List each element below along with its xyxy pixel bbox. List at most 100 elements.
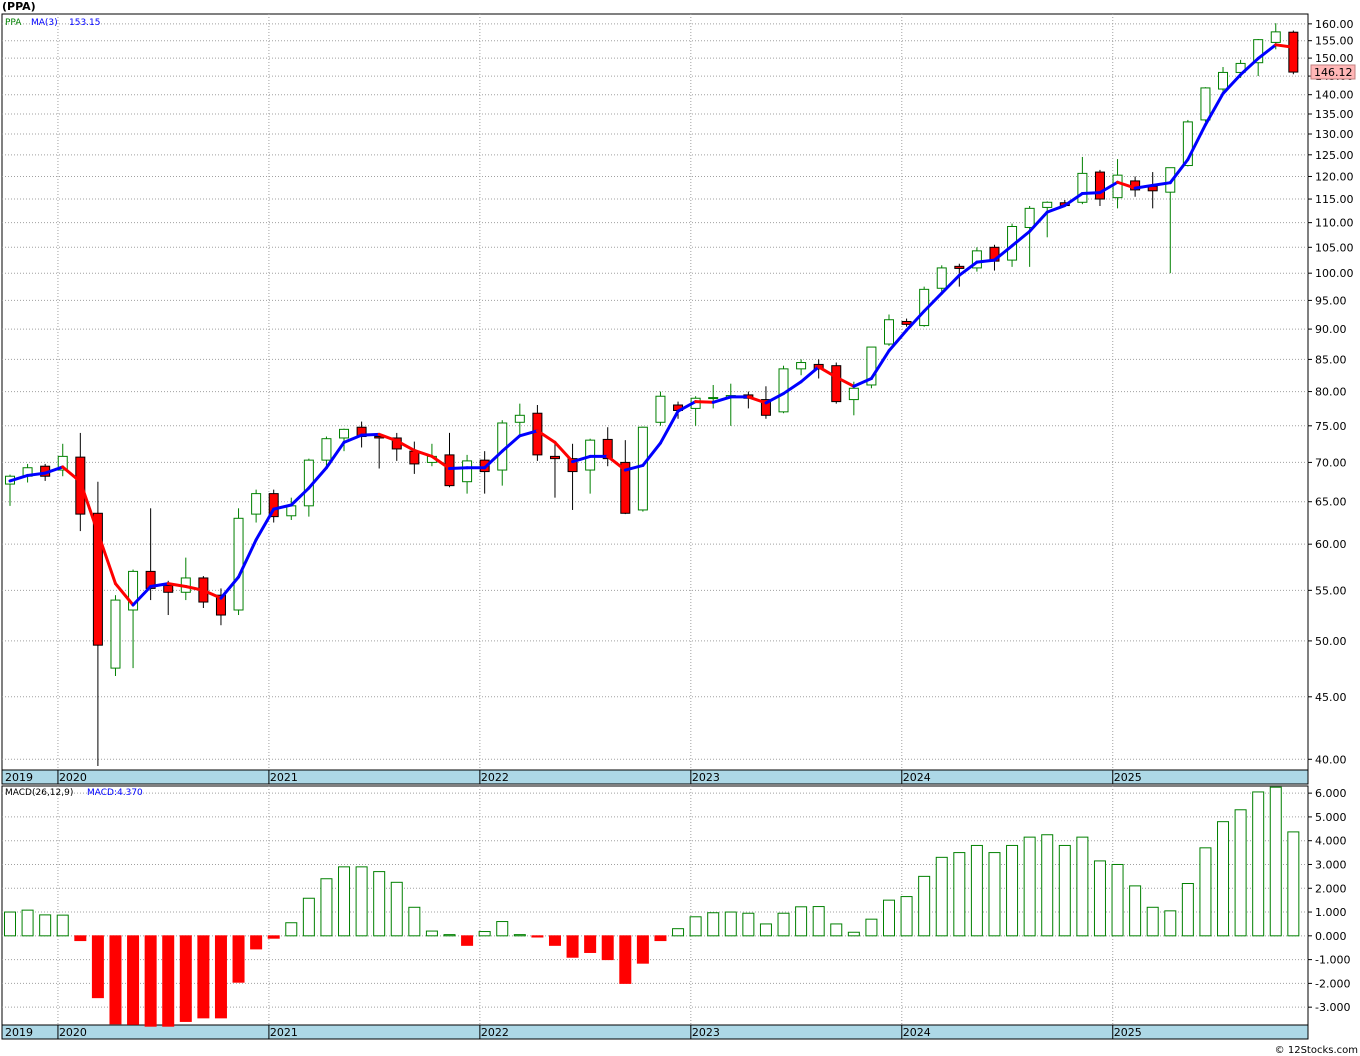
candle-body — [215, 594, 226, 616]
macd-bar — [250, 935, 263, 950]
ma-segment — [940, 273, 961, 295]
ma-segment — [1028, 210, 1049, 233]
ma-segment — [623, 463, 645, 472]
ma-segment — [201, 588, 223, 600]
ma-segment — [535, 429, 557, 444]
ma-segment — [1239, 56, 1260, 77]
ma-segment — [113, 582, 135, 607]
ma-segment — [922, 291, 944, 313]
macd-bar — [302, 897, 315, 937]
macd-tick-label: -1.000 — [1315, 954, 1350, 967]
ma-segment — [1256, 43, 1278, 60]
macd-bar — [584, 935, 597, 953]
year-label: 2023 — [692, 1026, 720, 1039]
price-tick-label: 40.00 — [1315, 753, 1347, 766]
macd-tick-label: 6.000 — [1315, 787, 1347, 800]
macd-bar — [1217, 821, 1230, 937]
macd-bar — [672, 928, 685, 937]
macd-legend-item: MACD:4.370 — [87, 788, 143, 798]
candle-body — [251, 493, 262, 515]
candle-body — [637, 426, 648, 511]
ma-segment — [237, 538, 258, 579]
candle-body — [110, 599, 121, 669]
macd-bar — [847, 931, 860, 937]
candle-body — [462, 460, 473, 483]
ma-segment — [1045, 204, 1067, 214]
ma-segment — [1063, 192, 1084, 208]
price-tick-label: 60.00 — [1315, 538, 1347, 551]
price-tick-label: 50.00 — [1315, 635, 1347, 648]
price-tick-label: 120.00 — [1315, 170, 1354, 183]
ma-segment — [324, 440, 346, 470]
ma-segment — [975, 258, 996, 264]
ma-segment — [957, 260, 979, 277]
last-price-label: 146.12 — [1314, 66, 1353, 79]
ma-segment — [289, 486, 311, 507]
macd-bar — [56, 914, 69, 937]
macd-bar — [179, 935, 192, 1022]
price-tick-label: 115.00 — [1315, 193, 1354, 206]
price-tick-label: 70.00 — [1315, 456, 1347, 469]
ma-segment — [799, 365, 821, 384]
macd-bar — [1199, 847, 1212, 937]
macd-bar — [601, 935, 614, 961]
macd-bar — [654, 935, 667, 942]
ma-segment — [817, 365, 838, 379]
price-tick-label: 75.00 — [1315, 420, 1347, 433]
macd-bar — [74, 935, 87, 942]
candle-body — [760, 399, 771, 416]
macd-bar — [548, 935, 561, 946]
ma-segment — [500, 434, 522, 453]
macd-bar — [1041, 834, 1054, 937]
macd-bar — [724, 911, 737, 937]
ma-segment — [61, 465, 82, 484]
macd-bar — [320, 878, 333, 937]
macd-bar — [531, 935, 544, 938]
price-tick-label: 130.00 — [1315, 128, 1354, 141]
macd-bar — [39, 914, 52, 937]
macd-bar — [689, 916, 702, 937]
macd-bar — [1058, 844, 1071, 937]
candle-body — [268, 493, 279, 518]
ma-segment — [676, 400, 698, 413]
credit-label: © 12Stocks.com — [1274, 1045, 1358, 1056]
price-tick-label: 125.00 — [1315, 149, 1354, 162]
year-label: 2024 — [903, 1026, 931, 1039]
candle-body — [1182, 121, 1193, 167]
macd-bar — [408, 906, 421, 937]
candle-body — [163, 585, 174, 593]
ma-segment — [1203, 92, 1225, 127]
macd-bar — [91, 935, 104, 999]
ma-segment — [571, 454, 592, 464]
ma-segment — [1010, 229, 1032, 248]
candle-body — [57, 455, 68, 471]
macd-bar — [127, 935, 140, 1025]
candle-body — [1200, 87, 1211, 121]
macd-bar — [918, 875, 931, 937]
macd-bar — [953, 852, 966, 937]
price-tick-label: 80.00 — [1315, 386, 1347, 399]
macd-bar — [830, 923, 843, 937]
candle-body — [1218, 71, 1229, 90]
macd-tick-label: 1.000 — [1315, 906, 1347, 919]
macd-bar — [1006, 844, 1019, 937]
year-label: 2025 — [1114, 771, 1142, 784]
macd-bar — [1093, 860, 1106, 937]
macd-tick-label: 4.000 — [1315, 835, 1347, 848]
price-tick-label: 90.00 — [1315, 323, 1347, 336]
ma-segment — [78, 480, 100, 535]
ma-segment — [395, 439, 416, 452]
ma-segment — [1186, 123, 1207, 162]
candle-body — [848, 387, 859, 401]
macd-bar — [777, 912, 790, 937]
macd-bar — [1076, 836, 1089, 937]
macd-date-band — [1, 1024, 1309, 1040]
price-tick-label: 150.00 — [1315, 52, 1354, 65]
ma-segment — [992, 244, 1014, 262]
candle-body — [708, 397, 719, 400]
macd-bar — [214, 935, 227, 1019]
price-legend-item: PPA — [5, 18, 22, 28]
ma-segment — [1221, 73, 1243, 96]
ma-segment — [342, 433, 364, 444]
macd-bar — [1181, 883, 1194, 937]
